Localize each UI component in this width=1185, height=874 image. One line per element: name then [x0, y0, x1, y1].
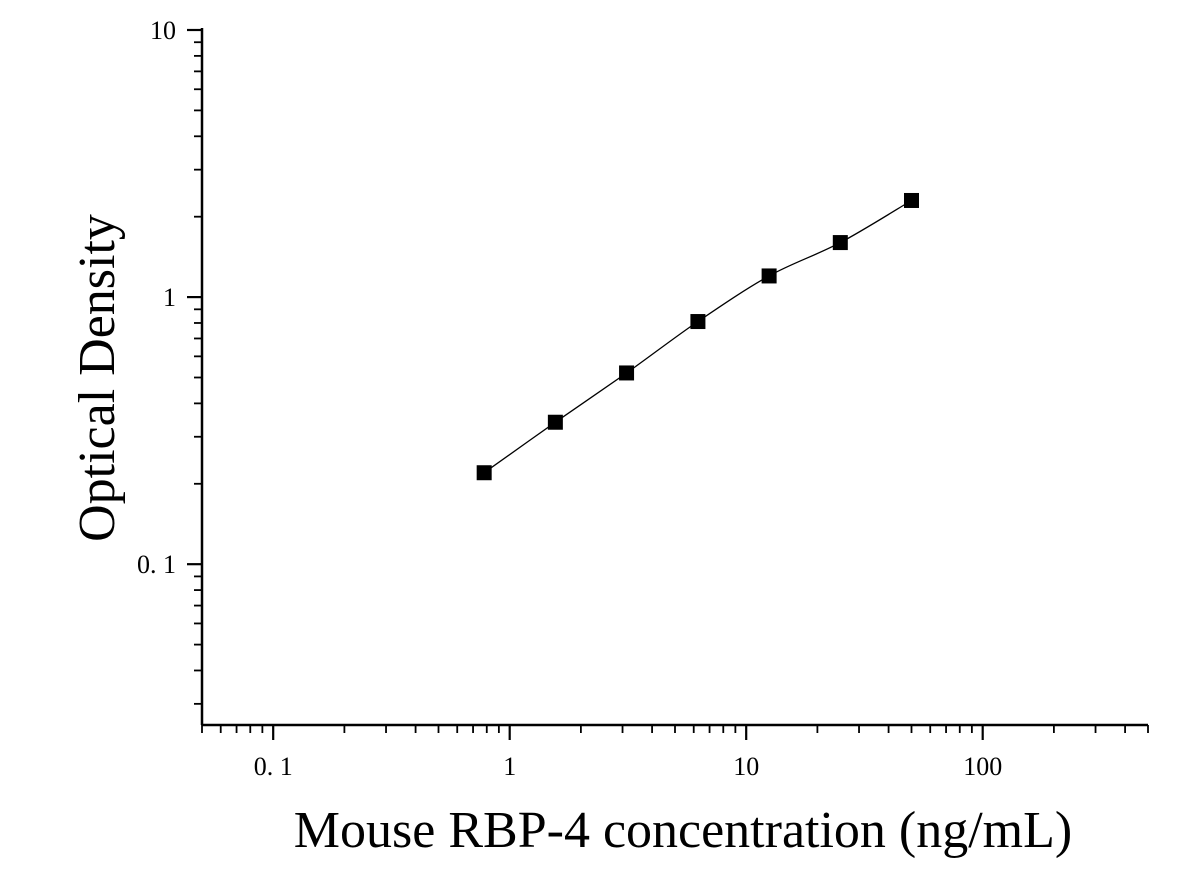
- y-axis-tick-labels: 0. 1 1 10: [137, 16, 176, 579]
- y-axis-major-ticks: [187, 28, 202, 566]
- x-tick-label: 10: [733, 752, 759, 781]
- data-point-marker: [547, 414, 563, 430]
- y-axis-minor-ticks: [194, 41, 202, 705]
- data-point-marker: [832, 235, 848, 251]
- x-axis-tick-labels: 0. 1 1 10 100: [254, 752, 1003, 781]
- x-tick-label: 100: [963, 752, 1002, 781]
- data-point-marker: [904, 192, 919, 208]
- y-tick-label: 10: [150, 16, 176, 45]
- x-tick-label: 0. 1: [254, 752, 293, 781]
- y-tick-label: 0. 1: [137, 550, 176, 579]
- data-point-marker: [690, 314, 706, 330]
- data-point-marker: [476, 465, 492, 481]
- x-axis-major-ticks: [272, 725, 984, 740]
- data-point-marker: [619, 365, 635, 381]
- y-axis-title: Optical Density: [69, 214, 126, 542]
- x-tick-label: 1: [503, 752, 516, 781]
- y-tick-label: 1: [163, 283, 176, 312]
- x-axis-title: Mouse RBP-4 concentration (ng/mL): [294, 802, 1072, 859]
- x-axis-minor-ticks: [201, 725, 1149, 733]
- data-points: [476, 192, 919, 481]
- data-point-marker: [761, 268, 777, 284]
